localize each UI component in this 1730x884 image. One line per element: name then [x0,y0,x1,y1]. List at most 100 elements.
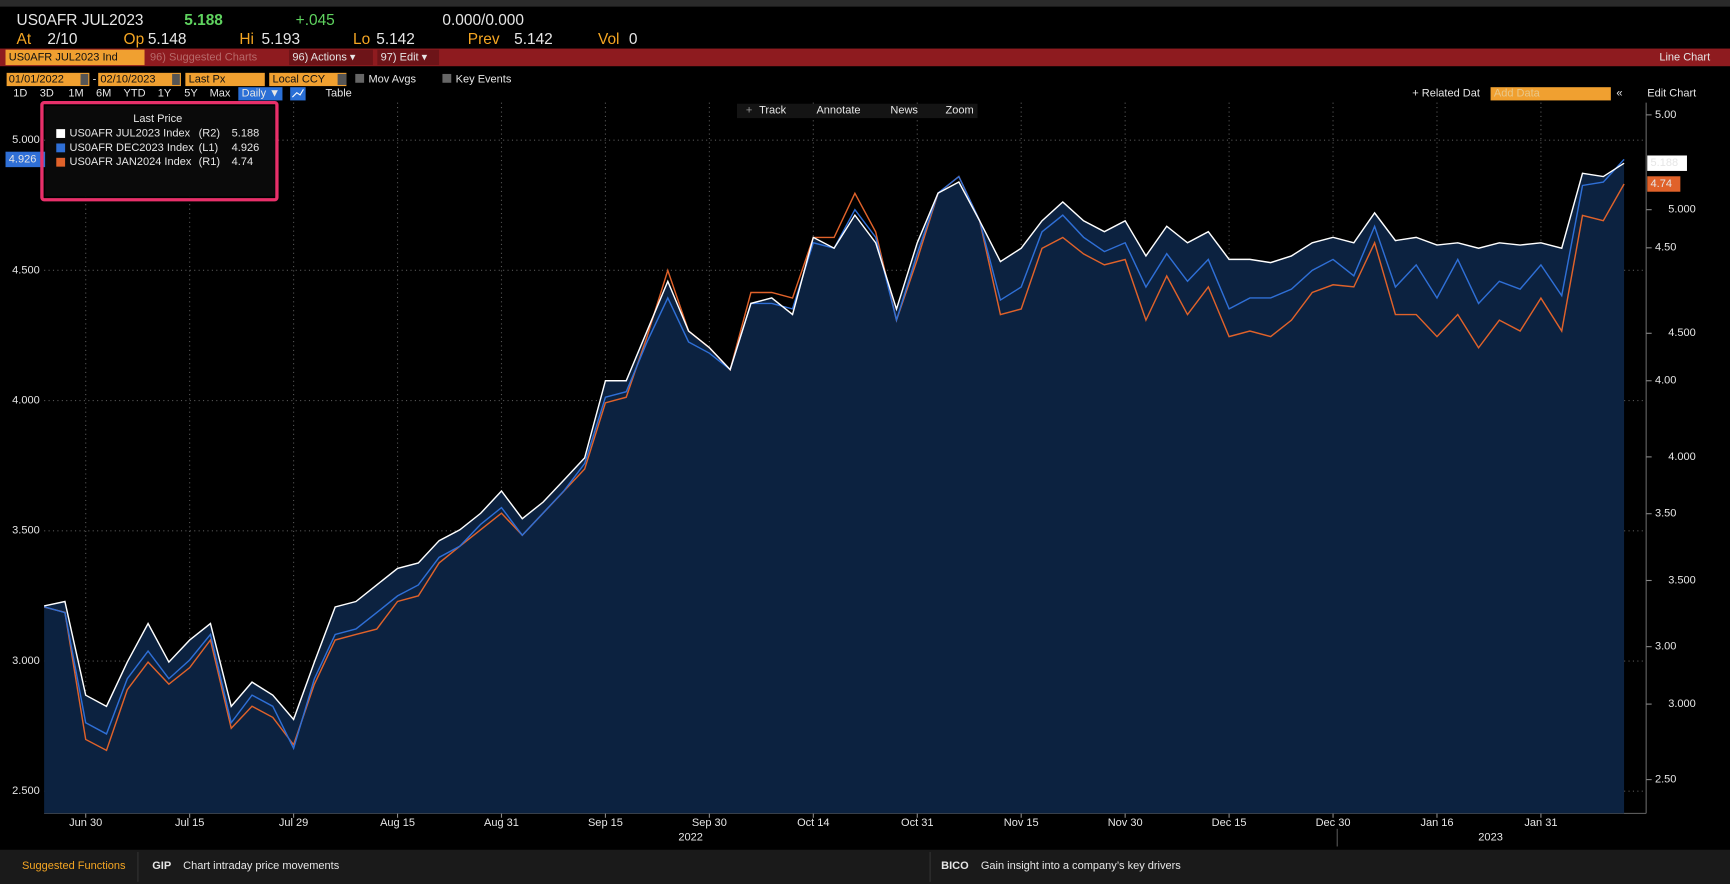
period-button[interactable]: 1M [68,88,83,100]
x-tick-label: Nov 15 [1004,817,1039,829]
calendar-icon[interactable] [172,73,180,85]
dropdown[interactable] [337,73,347,85]
period-button[interactable]: 5Y [184,88,198,100]
x-tick-label: Jun 30 [69,817,102,829]
end-date[interactable]: 02/10/2023 [100,73,155,85]
tool[interactable]: Annotate [816,104,860,116]
x-tick-label: Oct 31 [901,817,933,829]
dash: - [93,73,97,85]
add-data[interactable]: Add Data [1494,88,1541,100]
tool[interactable]: Zoom [946,104,974,116]
x-tick-label: Oct 14 [797,817,829,829]
currency[interactable]: Local CCY [273,73,326,85]
chart-icon-glyph [291,89,304,98]
y-tick-label: 2.50 [1655,774,1676,786]
y-tick-label: 5.000 [1668,204,1696,216]
y-tick-label: 4.500 [1668,327,1696,339]
y-tick-label: 3.000 [12,655,40,667]
ticker-box[interactable] [5,49,145,66]
y-tick-label: 3.000 [1668,698,1696,710]
legend-axis: (L1) [199,142,219,154]
toggle[interactable]: Mov Avgs [369,73,417,85]
date-box[interactable] [6,72,90,87]
edit-chart[interactable]: Edit Chart [1647,88,1696,100]
stat-label: Op [124,31,145,48]
plot: 2.500 3.000 3.500 4.000 4.500 5.000 2.50 3.00 3.… [5,102,1696,847]
y-tick-label: 5.00 [1655,109,1676,121]
legend-value: 4.926 [232,142,260,154]
highlight-box [40,100,279,202]
period-button[interactable]: 3D [40,88,54,100]
last-price: 5.188 [184,12,223,29]
field-box[interactable] [185,72,265,87]
x-tick-label: Sep 30 [692,817,727,829]
date-box[interactable] [98,72,181,87]
y-tick-label: 3.500 [12,525,40,537]
calendar-icon[interactable] [80,73,89,85]
y-tick-label: 3.50 [1655,508,1676,520]
value-tag [1647,155,1687,171]
stat-value: 5.148 [148,31,187,48]
related-data[interactable]: + Related Dat [1412,88,1480,100]
x-tick-label: Aug 31 [484,817,519,829]
start-date[interactable]: 01/01/2022 [9,73,64,85]
stat-value: 2/10 [47,31,77,48]
toolbar [0,48,1730,67]
menu[interactable]: 96) Actions ▾ [292,51,356,63]
period-button[interactable]: Max [210,88,231,100]
legend-title: Last Price [133,113,182,125]
y-tick-label: 5.000 [12,134,40,146]
period-buttons: 1D 3D 1M 6M YTD 1Y 5Y Max [13,88,231,100]
function-text[interactable]: Gain insight into a company’s key driver… [981,860,1181,872]
series-line [43,162,1625,721]
period-button[interactable]: YTD [124,88,146,100]
table-button[interactable]: Table [325,88,351,100]
toggle[interactable]: Key Events [456,73,512,85]
function-code[interactable]: BICO [941,860,969,872]
frequency-box[interactable] [238,87,283,101]
tool[interactable]: Track [759,104,787,116]
menu-box[interactable] [377,49,440,66]
change: +.045 [296,12,335,29]
menu[interactable]: 97) Edit ▾ [381,51,428,63]
period-button[interactable]: 1D [13,88,27,100]
function-code[interactable]: GIP [152,860,171,872]
view-name: Line Chart [1659,51,1710,63]
value-tag-label: 4.926 [9,153,37,165]
legend-swatch [56,157,66,167]
checkbox[interactable] [355,73,365,83]
checkbox[interactable] [442,73,452,83]
year-label: 2023 [1478,832,1503,844]
stat-label: Vol [598,31,619,48]
period-button[interactable]: 6M [96,88,111,100]
footer [0,849,1730,884]
value-tag-label: 4.74 [1651,178,1672,190]
add-data-box[interactable] [1490,87,1611,101]
tool[interactable]: News [890,104,918,116]
legend-name: US0AFR JAN2024 Index [70,156,192,168]
legend-swatch [56,129,66,138]
menu-box[interactable] [289,49,373,66]
x-tick-label: Jan 31 [1524,817,1557,829]
year-label: 2022 [678,832,703,844]
period-button[interactable]: 1Y [158,88,172,100]
legend-value: 5.188 [232,127,260,139]
function-text[interactable]: Chart intraday price movements [183,860,340,872]
menu[interactable]: 96) Suggested Charts [150,51,258,63]
ticker[interactable]: US0AFR JUL2023 Ind [9,51,118,63]
y-tick-label: 4.00 [1655,375,1676,387]
field[interactable]: Last Px [189,73,226,85]
legend-swatch [56,143,66,153]
value-tag [1647,176,1681,192]
stat-value: 5.193 [261,31,300,48]
footer-title: Suggested Functions [22,860,126,872]
frequency[interactable]: Daily ▼ [242,88,280,100]
legend-value: 4.74 [232,156,253,168]
value-tag [5,151,46,168]
stat-label: Hi [239,31,254,48]
legend-name: US0AFR DEC2023 Index [70,142,195,154]
x-tick-label: Jul 15 [175,817,204,829]
currency-box[interactable] [269,72,347,87]
legend [45,105,275,197]
collapse[interactable]: « [1616,88,1622,100]
